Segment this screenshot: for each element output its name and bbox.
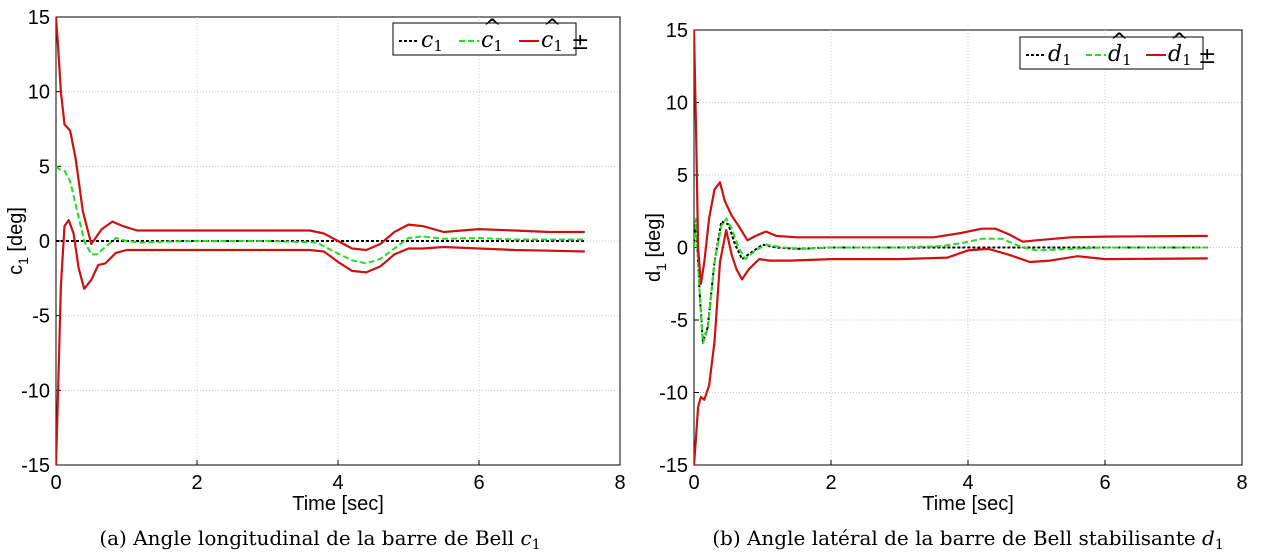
hat-mark: ^ (1170, 30, 1188, 55)
series-line-2 (56, 165, 585, 265)
x-tick-label: 2 (191, 472, 202, 494)
series-line-4 (56, 219, 585, 465)
legend: c1 c1^ c1^± (392, 16, 589, 56)
x-tick-label: 0 (688, 472, 699, 494)
y-tick-label: -5 (32, 306, 50, 328)
x-tick-label: 6 (1099, 472, 1110, 494)
legend-entry-label: c1 (421, 28, 443, 55)
x-axis-label: Time [sec] (292, 493, 384, 515)
x-tick-label: 8 (1236, 472, 1247, 494)
figure-caption: (a) Angle longitudinal de la barre de Be… (99, 526, 540, 553)
legend-entry-label: d1 (1168, 42, 1192, 69)
figure-caption: (b) Angle latéral de la barre de Bell st… (712, 526, 1224, 553)
series-line-3 (694, 30, 1208, 285)
x-axis-label: Time [sec] (922, 493, 1014, 515)
y-tick-label: 5 (677, 165, 688, 187)
y-tick-label: 5 (39, 156, 50, 178)
legend-box (392, 22, 577, 56)
legend-entry-label: d1 (1108, 42, 1132, 69)
y-tick-label: -15 (21, 455, 50, 477)
y-tick-label: -5 (670, 310, 688, 332)
legend: d1 d1^ d1^± (1019, 30, 1216, 70)
y-tick-label: -15 (659, 455, 688, 477)
x-tick-label: 0 (50, 472, 61, 494)
y-tick-label: 10 (28, 82, 50, 104)
y-tick-label: 0 (39, 231, 50, 253)
y-axis-label: c1 [deg] (5, 207, 31, 275)
x-tick-label: 6 (473, 472, 484, 494)
hat-mark: ^ (1110, 30, 1128, 55)
chart-panel-1: 0 2 4 6 8 15 10 5 0 -5 -10 -15 Time [sec] c1 [deg] c1 c… (5, 7, 626, 553)
x-tick-label: 8 (614, 472, 625, 494)
x-tick-label: 4 (962, 472, 973, 494)
hat-mark: ^ (543, 16, 561, 41)
y-tick-label: 0 (677, 238, 688, 260)
series-line-3 (56, 17, 585, 252)
series-line-2 (694, 217, 1208, 345)
legend-entry-label: d1 (1048, 42, 1072, 69)
y-tick-label: 10 (666, 93, 688, 115)
legend-entry-label: c1 (481, 28, 503, 55)
plus-minus-mark: ± (571, 30, 589, 55)
plus-minus-mark: ± (1198, 44, 1216, 69)
legend-box (1019, 36, 1204, 70)
hat-mark: ^ (483, 16, 501, 41)
chart-panel-2: 0 2 4 6 8 15 10 5 0 -5 -10 -15 Time [sec] d1 [deg] d1 d… (643, 20, 1248, 553)
y-tick-label: -10 (659, 383, 688, 405)
x-tick-label: 2 (825, 472, 836, 494)
x-tick-label: 4 (332, 472, 343, 494)
series-line-4 (694, 229, 1208, 465)
legend-entry-label: c1 (541, 28, 563, 55)
y-tick-label: 15 (666, 20, 688, 42)
y-tick-label: 15 (28, 7, 50, 29)
y-axis-label: d1 [deg] (643, 213, 669, 282)
y-tick-label: -10 (21, 380, 50, 402)
